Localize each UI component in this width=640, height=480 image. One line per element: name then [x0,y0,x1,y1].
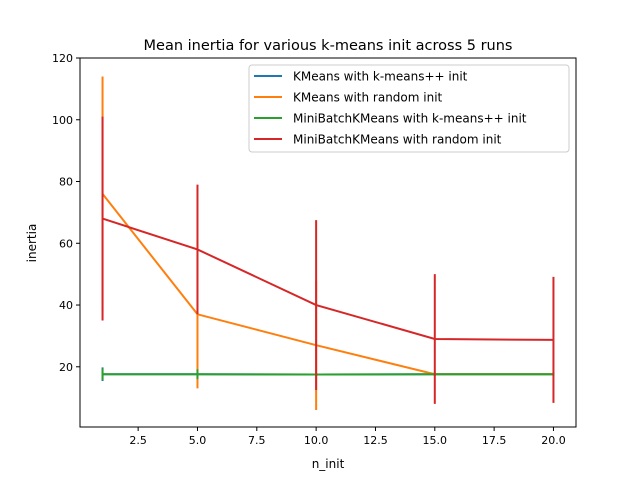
x-tick-label: 7.5 [248,434,266,447]
y-tick-label: 60 [59,237,73,250]
y-axis-label: inertia [25,224,39,263]
legend-label: KMeans with random init [293,91,443,105]
x-tick-label: 2.5 [129,434,147,447]
legend-label: MiniBatchKMeans with k-means++ init [293,112,527,126]
x-tick-label: 15.0 [423,434,448,447]
y-tick-label: 120 [52,52,73,65]
y-tick-label: 20 [59,361,73,374]
legend-box [248,64,570,153]
x-tick-label: 5.0 [189,434,207,447]
legend-label: MiniBatchKMeans with random init [293,133,502,147]
x-tick-label: 20.0 [541,434,566,447]
y-tick-label: 40 [59,299,73,312]
y-tick-label: 100 [52,114,73,127]
legend-label: KMeans with k-means++ init [293,70,468,84]
chart-title: Mean inertia for various k-means init ac… [144,38,513,54]
x-axis-label: n_init [312,457,345,471]
plot-frame [79,57,577,428]
legend: KMeans with k-means++ init KMeans with ra… [248,64,570,153]
y-tick-label: 80 [59,176,73,189]
series-3 [101,116,555,404]
x-tick-label: 12.5 [363,434,388,447]
x-tick-label: 10.0 [304,434,329,447]
x-tick-label: 17.5 [482,434,507,447]
